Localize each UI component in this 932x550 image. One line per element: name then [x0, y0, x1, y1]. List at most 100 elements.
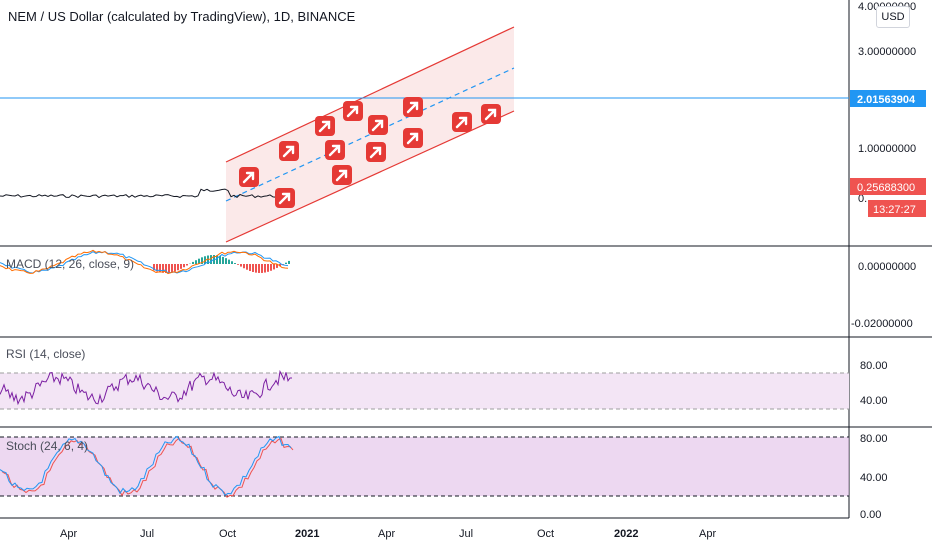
arrow-up-icon: [328, 144, 341, 157]
arrow-marker: [403, 128, 423, 148]
macd-histogram-bar: [156, 264, 158, 272]
arrow-up-icon: [278, 192, 291, 205]
arrow-up-icon: [455, 116, 468, 129]
macd-histogram-bar: [219, 255, 221, 264]
macd-histogram-bar: [216, 255, 218, 264]
last-price-label: 0.25688300: [857, 182, 915, 194]
macd-histogram-bar: [273, 264, 275, 270]
macd-histogram-bar: [231, 261, 233, 264]
chart-title: NEM / US Dollar (calculated by TradingVi…: [8, 9, 356, 24]
price-line: [0, 188, 289, 199]
arrow-marker: [481, 104, 501, 124]
time-axis-label: Jul: [140, 528, 154, 540]
macd-axis-label: 0.00000000: [858, 261, 916, 273]
horizontal-level-label: 2.01563904: [857, 94, 916, 106]
arrow-marker: [343, 101, 363, 121]
rsi-label[interactable]: RSI (14, close): [6, 347, 86, 361]
last-price-tag: [850, 178, 926, 195]
macd-histogram-bar: [255, 264, 257, 273]
macd-histogram-bar: [171, 264, 173, 273]
arrow-marker: [452, 112, 472, 132]
arrow-marker: [368, 115, 388, 135]
stoch-layer: [0, 435, 294, 498]
countdown-label: 13:27:27: [873, 204, 916, 216]
arrow-marker: [275, 188, 295, 208]
arrow-up-icon: [369, 146, 382, 159]
price-channel-fill: [226, 27, 514, 242]
arrow-marker: [325, 140, 345, 160]
macd-histogram-bar: [258, 264, 260, 273]
time-axis-label: Apr: [699, 528, 716, 540]
macd-histogram-bar: [183, 264, 185, 268]
arrow-up-icon: [346, 105, 359, 118]
macd-histogram-bar: [246, 264, 248, 270]
arrow-up-icon: [282, 145, 295, 158]
arrow-up-icon: [318, 120, 331, 133]
macd-histogram-bar: [270, 264, 272, 271]
macd-histogram-bar: [261, 264, 263, 273]
macd-axis-label: -0.02000000: [851, 318, 913, 330]
channel-upper-line: [225, 26, 515, 163]
arrow-marker: [239, 167, 259, 187]
macd-histogram-bar: [276, 264, 278, 268]
macd-histogram-bar: [174, 264, 176, 272]
time-axis-label: Jul: [459, 528, 473, 540]
arrow-markers: [239, 97, 501, 208]
arrow-marker: [332, 165, 352, 185]
stoch-d-line: [1, 437, 294, 498]
macd-histogram-bar: [252, 264, 254, 272]
macd-histogram-bar: [180, 264, 182, 269]
price-axis-label: 0.: [858, 193, 867, 205]
arrow-up-icon: [242, 171, 255, 184]
stoch-label[interactable]: Stoch (24, 6, 4): [6, 439, 89, 453]
rsi-axis-label: 40.00: [860, 395, 888, 407]
macd-histogram-bar: [159, 264, 161, 273]
macd-histogram-bar: [225, 258, 227, 264]
price-series: [0, 188, 289, 199]
macd-label[interactable]: MACD (12, 26, close, 9): [6, 257, 135, 271]
macd-histogram-bar: [192, 261, 194, 264]
channel-mid-line: [225, 67, 515, 202]
channel-lower-line: [225, 110, 515, 243]
stoch-axis-label: 40.00: [860, 472, 888, 484]
macd-histogram-bar: [168, 264, 170, 273]
time-axis-label: Apr: [60, 528, 77, 540]
arrow-up-icon: [335, 169, 348, 182]
macd-histogram-bar: [228, 259, 230, 264]
macd-histogram-bar: [153, 264, 155, 271]
arrow-up-icon: [406, 132, 419, 145]
arrow-up-icon: [406, 101, 419, 114]
macd-histogram-bar: [240, 264, 242, 267]
macd-histogram-bar: [165, 264, 167, 273]
price-axis-label: 1.00000000: [858, 143, 916, 155]
arrow-up-icon: [371, 119, 384, 132]
currency-selector[interactable]: USD: [876, 6, 910, 28]
macd-histogram-bar: [195, 260, 197, 264]
time-axis-label: Apr: [378, 528, 395, 540]
macd-histogram-bar: [285, 262, 287, 264]
time-axis-label: 2022: [614, 528, 638, 540]
time-axis-label: 2021: [295, 528, 319, 540]
stoch-axis-label: 0.00: [860, 509, 881, 521]
rsi-layer: [0, 369, 292, 406]
arrow-marker: [279, 141, 299, 161]
arrow-marker: [403, 97, 423, 117]
arrow-up-icon: [484, 108, 497, 121]
macd-histogram-bar: [234, 263, 236, 264]
rsi-line: [0, 369, 292, 406]
macd-histogram-bar: [264, 264, 266, 273]
rsi-axis-label: 80.00: [860, 360, 888, 372]
stoch-axis-label: 80.00: [860, 433, 888, 445]
macd-histogram-bar: [201, 257, 203, 264]
macd-histogram-bar: [288, 260, 290, 264]
macd-histogram-bar: [222, 256, 224, 264]
macd-histogram-bar: [162, 264, 164, 273]
macd-histogram-bar: [204, 256, 206, 264]
arrow-marker: [315, 116, 335, 136]
macd-histogram-bar: [177, 264, 179, 271]
rsi-band: [0, 373, 849, 409]
macd-signal-line: [0, 249, 289, 275]
macd-histogram-bar: [237, 264, 239, 265]
macd-histogram-bar: [210, 255, 212, 264]
macd-layer: [0, 249, 290, 275]
